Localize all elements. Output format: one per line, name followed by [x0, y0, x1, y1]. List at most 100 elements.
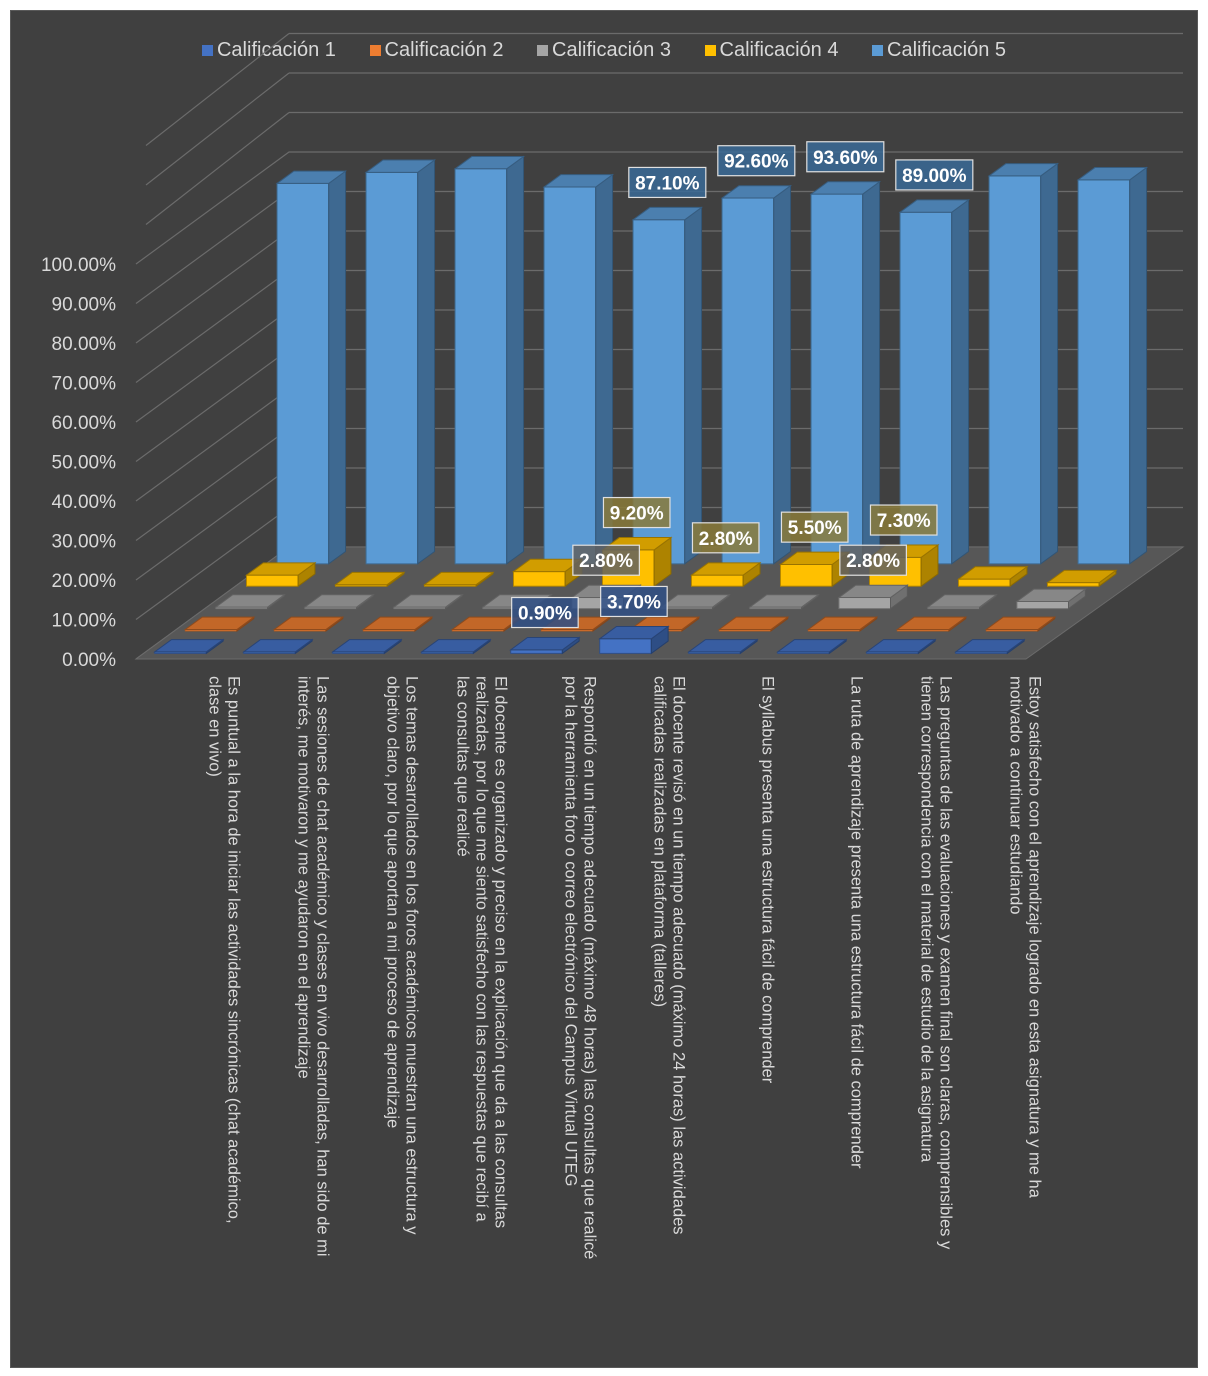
- bar: [778, 551, 851, 588]
- bar: [361, 616, 434, 632]
- bar: [214, 593, 286, 610]
- bar: [954, 638, 1026, 655]
- y-tick-label: 100.00%: [41, 255, 116, 276]
- bar: [865, 638, 937, 655]
- bar: [275, 170, 348, 565]
- svg-text:clase en vivo): clase en vivo): [206, 676, 224, 777]
- gridline: [145, 112, 290, 225]
- y-tick-label: 10.00%: [52, 611, 117, 632]
- y-tick-label: 70.00%: [52, 374, 117, 395]
- bar: [272, 616, 345, 632]
- bar: [689, 561, 762, 588]
- svg-text:El docente es organizado y pre: El docente es organizado y preciso en la…: [492, 676, 510, 1228]
- data-label: 0.90%: [511, 596, 579, 629]
- svg-text:interés, me motivaron y me ayu: interés, me motivaron y me ayudaron en e…: [295, 676, 313, 1079]
- x-tick-label: Es puntual a la hora de iniciar las acti…: [206, 676, 243, 1224]
- svg-text:El docente revisó en un tiempo: El docente revisó en un tiempo adecuado …: [670, 676, 688, 1235]
- legend-item-calificacion-1: Calificación 1: [201, 39, 336, 62]
- gridline: [135, 151, 1183, 265]
- data-label: 9.20%: [602, 496, 671, 529]
- svg-text:2.80%: 2.80%: [699, 529, 753, 550]
- gridline: [145, 33, 290, 146]
- bar: [748, 593, 820, 610]
- svg-text:objetivo claro, por lo que apo: objetivo claro, por lo que aportan a mi …: [384, 676, 402, 1128]
- x-tick-label: Los temas desarrollados en los foros aca…: [384, 676, 421, 1235]
- gridline: [145, 72, 290, 186]
- bar: [895, 616, 968, 632]
- y-tick-label: 80.00%: [52, 334, 117, 355]
- bar: [1015, 588, 1087, 610]
- svg-text:Las sesiones de chat académico: Las sesiones de chat académico y clases …: [314, 676, 332, 1257]
- legend-label: Calificación 2: [384, 39, 504, 61]
- y-tick-label: 60.00%: [52, 413, 117, 434]
- y-tick-label: 0.00%: [62, 650, 116, 671]
- bar: [153, 638, 225, 655]
- svg-text:92.60%: 92.60%: [724, 152, 789, 173]
- legend-label: Calificación 4: [719, 39, 839, 61]
- bar: [806, 616, 879, 632]
- bar: [331, 638, 403, 655]
- x-tick-label: Las sesiones de chat académico y clases …: [295, 676, 332, 1257]
- svg-text:89.00%: 89.00%: [902, 166, 967, 187]
- svg-text:87.10%: 87.10%: [635, 173, 700, 194]
- bar: [303, 593, 375, 610]
- svg-text:calificadas realizadas en plat: calificadas realizadas en plataforma (ta…: [651, 676, 669, 1007]
- y-tick-label: 40.00%: [52, 492, 117, 513]
- legend-item-calificacion-5: Calificación 5: [872, 39, 1006, 62]
- bar: [509, 636, 581, 655]
- bar: [422, 571, 495, 588]
- bar: [242, 638, 314, 655]
- x-tick-label: El docente es organizado y preciso en la…: [454, 676, 510, 1228]
- svg-text:2.80%: 2.80%: [846, 551, 900, 572]
- bar: [837, 584, 909, 610]
- bar: [720, 184, 793, 565]
- data-label: 3.70%: [600, 585, 668, 618]
- bar: [392, 593, 464, 610]
- bar: [898, 198, 971, 565]
- bar: [776, 638, 848, 655]
- bar: [1045, 569, 1118, 588]
- data-label: 7.30%: [869, 504, 938, 536]
- svg-text:El syllabus presenta una estru: El syllabus presenta una estructura fáci…: [759, 676, 777, 1084]
- svg-text:7.30%: 7.30%: [877, 511, 931, 532]
- svg-text:0.90%: 0.90%: [518, 604, 572, 625]
- bar: [956, 565, 1029, 588]
- legend-label: Calificación 5: [887, 39, 1006, 61]
- bar: [926, 593, 998, 610]
- svg-text:Estoy satisfecho con el aprend: Estoy satisfecho con el aprendizaje logr…: [1026, 676, 1044, 1199]
- svg-text:Es puntual a la hora de inicia: Es puntual a la hora de iniciar las acti…: [225, 676, 243, 1224]
- x-tick-label: La ruta de aprendizaje presenta una estr…: [848, 676, 866, 1169]
- x-tick-label: Respondió en un tiempo adecuado (máximo …: [562, 676, 599, 1259]
- y-tick-label: 50.00%: [52, 453, 117, 474]
- data-label: 92.60%: [717, 145, 796, 177]
- legend-label: Calificación 1: [216, 39, 336, 61]
- legend-label: Calificación 3: [552, 39, 671, 61]
- y-tick-label: 20.00%: [52, 571, 117, 592]
- bar: [333, 571, 406, 588]
- svg-text:3.70%: 3.70%: [607, 592, 661, 613]
- svg-text:Las preguntas de las evaluacio: Las preguntas de las evaluaciones y exam…: [937, 676, 955, 1250]
- x-tick-label: El docente revisó en un tiempo adecuado …: [651, 676, 688, 1235]
- data-label: 93.60%: [806, 141, 885, 173]
- data-label: 2.80%: [839, 544, 907, 576]
- x-tick-label: Estoy satisfecho con el aprendizaje logr…: [1007, 676, 1044, 1199]
- svg-text:realizadas, por lo que me sien: realizadas, por lo que me siento satisfe…: [473, 676, 491, 1223]
- bar: [717, 616, 790, 632]
- bar: [542, 173, 615, 565]
- legend: Calificación 1 Calificación 2 Calificaci…: [11, 39, 1197, 62]
- bar: [987, 162, 1060, 565]
- bar: [244, 561, 317, 588]
- bar: [984, 616, 1057, 632]
- bar: [1076, 166, 1149, 565]
- bar: [453, 155, 526, 565]
- svg-text:9.20%: 9.20%: [610, 504, 664, 525]
- y-tick-label: 90.00%: [52, 295, 117, 316]
- data-label: 2.80%: [691, 522, 760, 554]
- bar: [809, 180, 882, 565]
- chart-area: Calificación 1 Calificación 2 Calificaci…: [10, 10, 1198, 1368]
- data-label: 87.10%: [628, 166, 707, 199]
- svg-text:tienen correspondencia con el: tienen correspondencia con el material d…: [918, 676, 936, 1163]
- bar: [420, 638, 492, 655]
- data-label: 5.50%: [780, 511, 849, 543]
- svg-text:las consultas que realicé: las consultas que realicé: [454, 676, 472, 857]
